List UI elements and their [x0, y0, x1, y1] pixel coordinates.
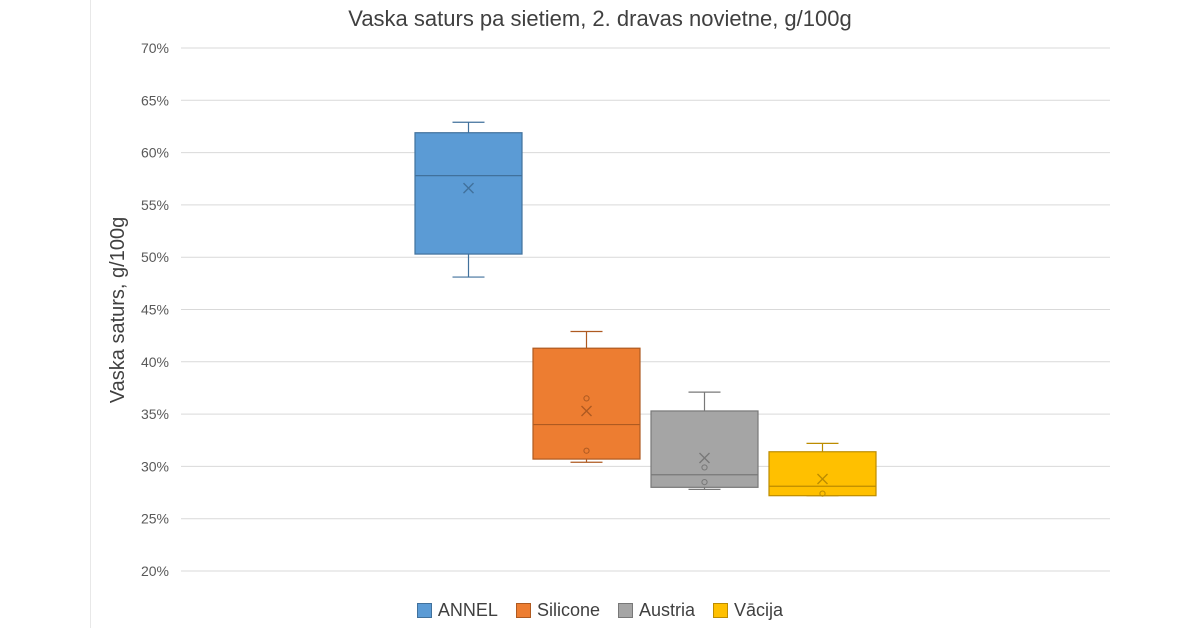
legend-item: ANNEL: [416, 600, 498, 621]
y-tick-label: 60%: [141, 145, 169, 161]
y-tick-label: 45%: [141, 302, 169, 318]
box-iqr: [650, 410, 759, 488]
data-point: [583, 447, 590, 454]
legend-swatch: [713, 603, 729, 618]
legend-label: Austria: [639, 600, 696, 620]
data-point: [819, 490, 826, 497]
legend-label: Vācija: [734, 600, 784, 620]
y-tick-label: 65%: [141, 92, 169, 108]
legend-swatch: [515, 603, 531, 618]
box-austria: [650, 391, 759, 491]
y-tick-label: 40%: [141, 354, 169, 370]
y-axis-tick-labels: 20% 25% 30% 35% 40% 45% 50% 55% 60% 65% 70%: [141, 40, 169, 579]
legend-swatch: [618, 603, 633, 618]
box-iqr: [414, 132, 523, 255]
y-tick-label: 35%: [141, 406, 169, 422]
y-tick-label: 20%: [141, 563, 169, 579]
chart-area: [90, 0, 1200, 628]
legend-label: Silicone: [536, 600, 600, 620]
data-point: [701, 478, 708, 486]
mean-marker: [699, 452, 710, 464]
data-point: [701, 464, 708, 471]
legend-swatch: [416, 603, 432, 618]
legend-item: Silicone: [515, 600, 600, 621]
y-tick-label: 25%: [141, 511, 169, 527]
data-point: [583, 395, 590, 402]
mean-marker: [463, 182, 474, 194]
legend-label: ANNEL: [437, 600, 498, 620]
legend-item: Austria: [618, 600, 695, 621]
mean-marker: [817, 473, 828, 485]
box-silicone: [532, 330, 641, 463]
box-iqr: [532, 347, 641, 460]
y-tick-label: 50%: [141, 249, 169, 265]
box-iqr: [768, 451, 877, 497]
y-tick-label: 55%: [141, 197, 169, 213]
box-series: [414, 121, 877, 497]
y-axis-label: Vaska saturs, g/100g: [107, 217, 129, 403]
box-annel: [414, 121, 523, 278]
legend: ANNEL Silicone Austria Vācija: [0, 600, 1200, 621]
box-vācija: [768, 442, 877, 497]
y-tick-label: 70%: [141, 40, 169, 56]
mean-marker: [581, 405, 592, 417]
gridlines: [181, 47, 1110, 572]
legend-item: Vācija: [713, 600, 783, 621]
chart-title: Vaska saturs pa sietiem, 2. dravas novie…: [348, 6, 852, 31]
y-tick-label: 30%: [141, 458, 169, 474]
